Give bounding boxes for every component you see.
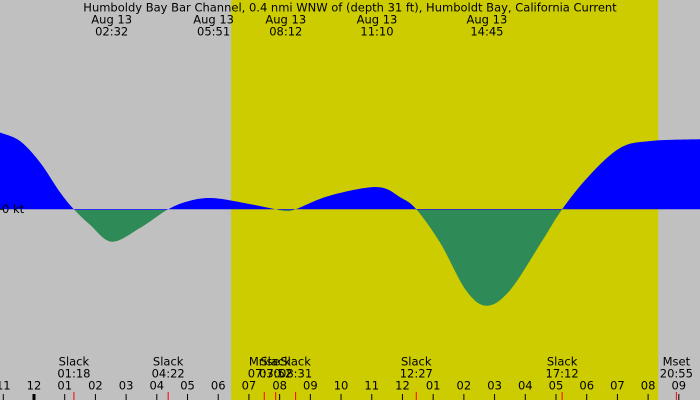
- x-tick-label: 05: [549, 379, 564, 393]
- x-tick-label: 01: [426, 379, 441, 393]
- x-tick-label: 04: [518, 379, 533, 393]
- event-time: 07:52: [259, 367, 292, 381]
- x-tick-label: 03: [119, 379, 134, 393]
- x-tick-label: 05: [180, 379, 195, 393]
- x-tick-label: 11: [364, 379, 379, 393]
- event-time: 20:55: [660, 367, 693, 381]
- event-time: 01:18: [57, 367, 90, 381]
- x-tick-label: 03: [487, 379, 502, 393]
- peak-date: Aug 13: [467, 13, 508, 27]
- peak-time: 05:51: [197, 25, 230, 39]
- event-label: Slack: [153, 355, 184, 369]
- x-tick-label: 08: [641, 379, 656, 393]
- event-time: 04:22: [152, 367, 185, 381]
- event-label: Slack: [401, 355, 432, 369]
- x-tick-label: 09: [303, 379, 318, 393]
- x-tick-label: 04: [149, 379, 164, 393]
- x-tick-label: 06: [211, 379, 226, 393]
- flood-area: [0, 132, 700, 210]
- event-time: 08:31: [279, 367, 312, 381]
- peak-date: Aug 13: [91, 13, 132, 27]
- event-label: Mset: [663, 355, 691, 369]
- x-tick-label: 01: [57, 379, 72, 393]
- chart-title: Humboldy Bay Bar Channel, 0.4 nmi WNW of…: [83, 1, 617, 15]
- x-tick-label: 09: [671, 379, 686, 393]
- x-tick-label: 07: [610, 379, 625, 393]
- x-tick-label: 12: [27, 379, 42, 393]
- event-label: Mrise: [249, 355, 280, 369]
- x-tick-label: 12: [395, 379, 410, 393]
- event-label: Slack: [59, 355, 90, 369]
- x-tick-label: 02: [88, 379, 103, 393]
- peak-time: 08:12: [269, 25, 302, 39]
- x-tick-label: 07: [242, 379, 257, 393]
- ebb-area: [74, 210, 562, 306]
- event-label: Slack: [547, 355, 578, 369]
- x-tick-label: 06: [579, 379, 594, 393]
- event-label: Slack: [280, 355, 311, 369]
- event-label: Slack: [260, 355, 291, 369]
- event-time: 12:27: [400, 367, 433, 381]
- x-tick-label: 10: [334, 379, 349, 393]
- peak-time: 11:10: [360, 25, 393, 39]
- peak-time: 14:45: [470, 25, 503, 39]
- peak-date: Aug 13: [357, 13, 398, 27]
- x-tick-label: 02: [457, 379, 472, 393]
- x-tick-label: 08: [272, 379, 287, 393]
- event-time: 17:12: [546, 367, 579, 381]
- peak-time: 02:32: [95, 25, 128, 39]
- peak-date: Aug 13: [265, 13, 306, 27]
- peak-date: Aug 13: [193, 13, 234, 27]
- event-time: 07:30: [248, 367, 281, 381]
- x-tick-label: 11: [0, 379, 11, 393]
- y-tick-label: 0 kt: [2, 202, 25, 216]
